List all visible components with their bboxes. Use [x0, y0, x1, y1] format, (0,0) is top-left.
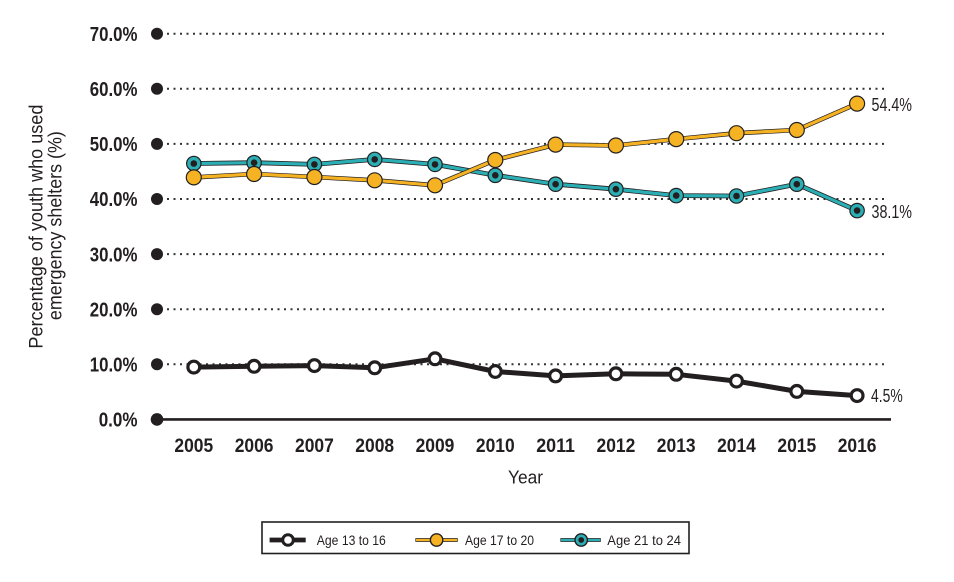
svg-text:30.0%: 30.0%	[90, 244, 138, 266]
svg-text:Year: Year	[508, 468, 543, 488]
svg-text:2007: 2007	[295, 436, 334, 457]
svg-text:2013: 2013	[657, 436, 696, 457]
svg-text:2008: 2008	[355, 436, 394, 457]
svg-text:40.0%: 40.0%	[90, 189, 138, 211]
svg-text:4.5%: 4.5%	[871, 386, 903, 406]
svg-text:54.4%: 54.4%	[872, 95, 913, 115]
svg-text:2010: 2010	[476, 436, 515, 457]
svg-text:38.1%: 38.1%	[872, 202, 913, 222]
svg-text:emergency shelters (%): emergency shelters (%)	[46, 131, 67, 320]
svg-text:Percentage of youth who used: Percentage of youth who used	[27, 105, 48, 349]
svg-text:2005: 2005	[174, 436, 213, 457]
svg-text:50.0%: 50.0%	[90, 134, 138, 156]
svg-text:2009: 2009	[416, 436, 455, 457]
svg-text:2012: 2012	[597, 436, 636, 457]
svg-text:20.0%: 20.0%	[90, 299, 138, 321]
svg-text:10.0%: 10.0%	[90, 355, 138, 377]
svg-text:Age 17 to 20: Age 17 to 20	[465, 532, 534, 548]
svg-text:2006: 2006	[235, 436, 274, 457]
svg-text:0.0%: 0.0%	[99, 410, 138, 432]
svg-text:60.0%: 60.0%	[90, 79, 138, 101]
svg-text:Age 13 to 16: Age 13 to 16	[317, 532, 386, 548]
svg-text:70.0%: 70.0%	[90, 24, 138, 46]
svg-text:2011: 2011	[536, 436, 575, 457]
svg-text:2016: 2016	[838, 436, 877, 457]
svg-text:2014: 2014	[717, 436, 756, 457]
svg-text:Age 21 to 24: Age 21 to 24	[607, 532, 681, 548]
svg-text:2015: 2015	[777, 436, 816, 457]
